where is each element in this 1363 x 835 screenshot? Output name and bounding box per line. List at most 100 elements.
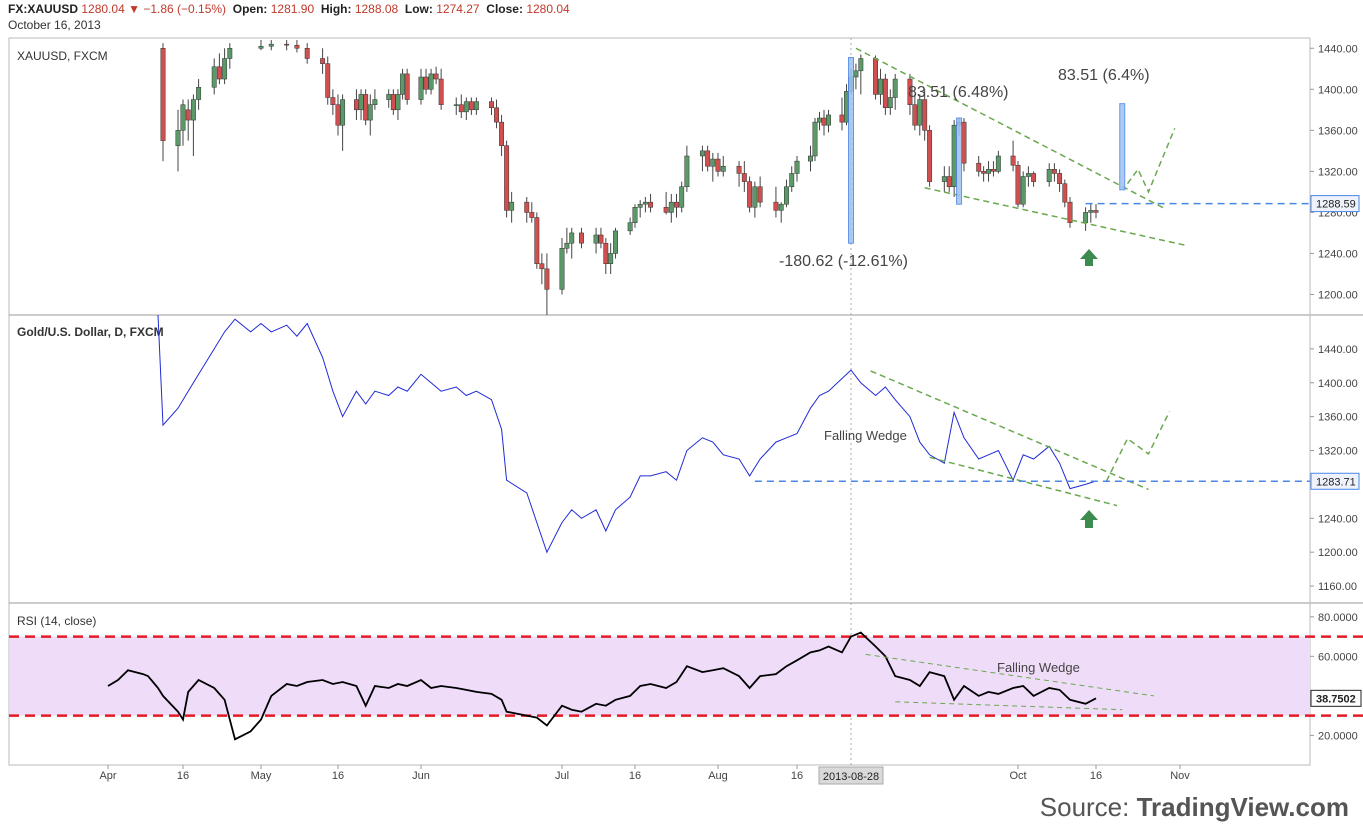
candle-body (986, 169, 991, 174)
x-tick-label: Aug (708, 770, 728, 782)
price-line (157, 314, 1097, 554)
candle-body (340, 99, 346, 126)
open-label: Open: (232, 2, 268, 16)
low-label: Low: (404, 2, 433, 16)
candle-body (668, 201, 674, 213)
wedge-upper-line (855, 47, 1165, 209)
y-tick-label: 1240.00 (1318, 513, 1358, 525)
candle-body (1051, 169, 1057, 174)
candle-body (330, 97, 336, 105)
candle-body (1015, 164, 1021, 205)
candle-body (946, 176, 952, 188)
measure-drop-bar (848, 56, 854, 244)
candle-body (367, 104, 373, 121)
x-tick-label: May (251, 770, 272, 782)
candle-body (185, 109, 191, 121)
candles (160, 40, 1099, 315)
candle-body (418, 76, 424, 100)
candle-body (190, 99, 196, 121)
candle-body (268, 43, 274, 47)
candle-body (699, 150, 705, 157)
candle-body (1057, 173, 1063, 184)
candle-body (941, 176, 947, 182)
candle-body (951, 124, 957, 188)
line-pane-title: Gold/U.S. Dollar, D, FXCM (17, 325, 164, 339)
candle-body (372, 99, 378, 105)
wedge-lower-line (895, 701, 1123, 711)
candle-body (995, 155, 1001, 172)
annotation-falling-wedge: Falling Wedge (824, 428, 907, 443)
buy-arrow-icon (1080, 510, 1098, 528)
candle-body (990, 169, 996, 172)
rsi-band (10, 636, 1310, 716)
candle-body (579, 232, 584, 244)
y-tick-label: 20.0000 (1318, 730, 1358, 742)
candle-body (784, 186, 789, 205)
x-tick-label: 16 (629, 770, 641, 782)
candle-body (544, 268, 550, 290)
candle-body (463, 101, 469, 113)
candle-body (539, 263, 545, 270)
candle-body (258, 45, 264, 49)
candle-body (284, 43, 290, 46)
candle-body (789, 173, 795, 188)
rsi-value-tag (1310, 689, 1362, 707)
candle-body (613, 230, 618, 254)
candle-body (873, 58, 879, 95)
candle-body (976, 162, 982, 172)
price-pane-title: XAUUSD, FXCM (17, 49, 108, 63)
candle-body (227, 48, 233, 59)
last-price: 1280.04 (81, 2, 125, 16)
buy-arrow-icon (1080, 249, 1098, 266)
candle-body (1067, 201, 1073, 223)
candle-body (325, 63, 331, 98)
candle-body (882, 78, 888, 109)
candle-body (335, 104, 341, 126)
y-tick-label: 1200.00 (1318, 289, 1358, 301)
x-tick-label: 16 (332, 770, 344, 782)
candle-body (1010, 155, 1016, 166)
x-tick-label: 16 (177, 770, 189, 782)
candle-body (710, 158, 716, 167)
line-pane[interactable]: Gold/U.S. Dollar, D, FXCM 1160.00 1200.00… (17, 314, 1360, 593)
candle-body (504, 145, 510, 211)
candle-body (196, 86, 202, 100)
candle-body (922, 99, 928, 131)
rsi-pane[interactable]: RSI (14, close) 20.000040.000060.000080.… (9, 612, 1363, 743)
candle-body (433, 73, 439, 80)
candle-body (608, 253, 614, 264)
candle-body (598, 234, 604, 244)
candle-body (757, 186, 763, 203)
candle-body (304, 48, 310, 59)
candle-body (1046, 169, 1052, 182)
candle-body (499, 121, 505, 146)
candle-body (529, 212, 535, 218)
last-price-tag (1310, 195, 1360, 213)
y-tick-label: 1440.00 (1318, 344, 1358, 356)
candle-body (564, 242, 570, 249)
time-axis[interactable]: Apr 16 May 16 Jun Jul 16 Aug 16 Oct 16 Nov 2013-08-2… (99, 765, 1190, 785)
candle-body (473, 101, 479, 111)
annotation-target: 83.51 (6.4%) (1058, 67, 1150, 84)
candle-body (674, 201, 679, 208)
high-label: High: (320, 2, 352, 16)
candle-body (1025, 173, 1031, 177)
candle-body (747, 181, 753, 208)
candle-body (679, 186, 685, 208)
y-tick-label: 1400.00 (1318, 378, 1358, 390)
annotation-falling-wedge: Falling Wedge (997, 660, 1080, 675)
high-value: 1288.08 (354, 2, 399, 16)
price-change: −1.86 (−0.15%) (143, 2, 227, 16)
price-pane[interactable]: XAUUSD, FXCM 1200.001240.001280.001320.0… (17, 40, 1360, 315)
candle-body (648, 201, 654, 208)
candle-body (494, 107, 499, 123)
candle-body (216, 66, 222, 80)
candle-body (593, 234, 599, 244)
candle-body (534, 217, 540, 264)
source-credit: Source: TradingView.com (1039, 792, 1349, 822)
candle-body (878, 78, 883, 95)
candle-body (741, 173, 747, 182)
candle-body (778, 203, 784, 211)
candle-body (180, 104, 186, 131)
